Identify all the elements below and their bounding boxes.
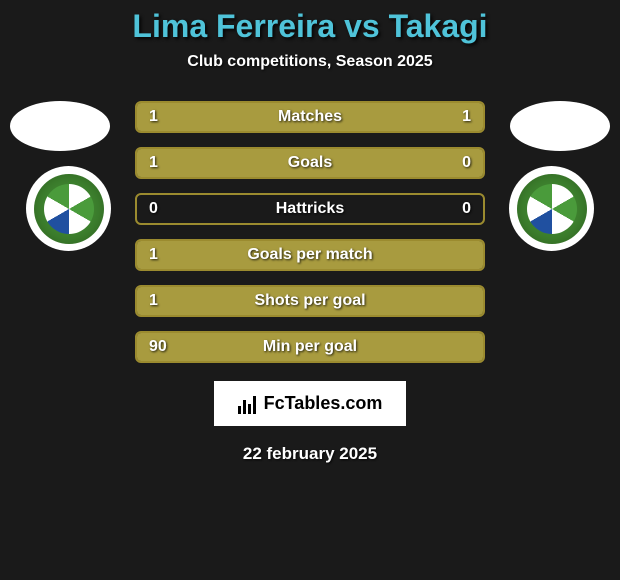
team-logo-left — [26, 166, 111, 251]
player-badge-left — [10, 101, 110, 151]
stat-row: 1Goals per match — [135, 239, 485, 271]
team-logo-right-inner — [517, 174, 587, 244]
vortis-swirl-icon — [527, 184, 577, 234]
stat-row: 1Goals0 — [135, 147, 485, 179]
stat-value-right: 0 — [462, 200, 471, 218]
stat-label: Goals — [137, 154, 483, 172]
player-badge-right — [510, 101, 610, 151]
brand-text: FcTables.com — [264, 393, 383, 414]
stat-label: Shots per goal — [137, 292, 483, 310]
stat-row: 1Matches1 — [135, 101, 485, 133]
footer: FcTables.com 22 february 2025 — [0, 381, 620, 464]
header: Lima Ferreira vs Takagi Club competition… — [0, 0, 620, 71]
stat-value-right: 1 — [462, 108, 471, 126]
stat-row: 90Min per goal — [135, 331, 485, 363]
vortis-swirl-icon — [44, 184, 94, 234]
chart-icon — [238, 394, 258, 414]
stat-value-right: 0 — [462, 154, 471, 172]
page-title: Lima Ferreira vs Takagi — [0, 8, 620, 45]
stats-container: 1Matches11Goals00Hattricks01Goals per ma… — [135, 101, 485, 363]
content-area: 1Matches11Goals00Hattricks01Goals per ma… — [0, 101, 620, 363]
stat-row: 0Hattricks0 — [135, 193, 485, 225]
page-subtitle: Club competitions, Season 2025 — [0, 53, 620, 71]
team-logo-right — [509, 166, 594, 251]
team-logo-left-inner — [34, 174, 104, 244]
stat-label: Hattricks — [137, 200, 483, 218]
stat-row: 1Shots per goal — [135, 285, 485, 317]
brand-box: FcTables.com — [214, 381, 407, 426]
stat-label: Matches — [137, 108, 483, 126]
stat-label: Goals per match — [137, 246, 483, 264]
stat-label: Min per goal — [137, 338, 483, 356]
date-text: 22 february 2025 — [0, 444, 620, 464]
